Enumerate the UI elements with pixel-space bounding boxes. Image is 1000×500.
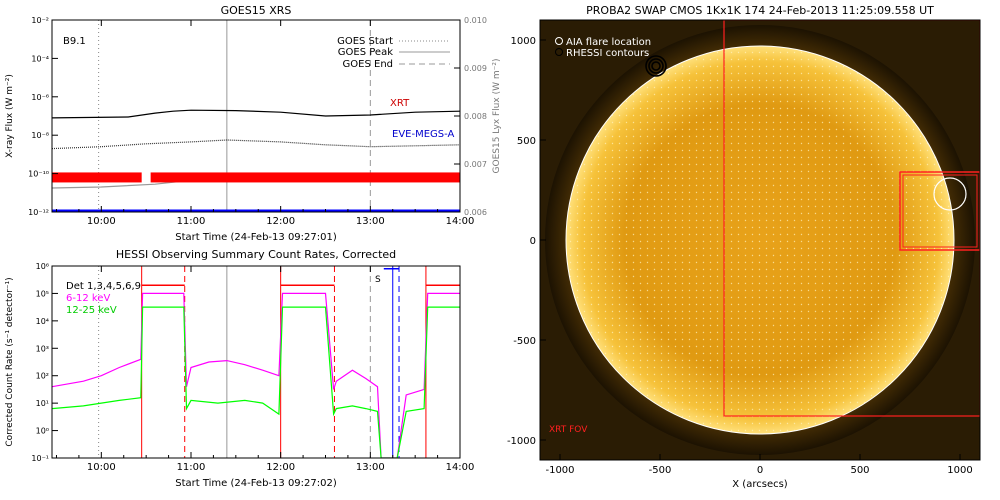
- goes-annotation: B9.1: [63, 36, 86, 47]
- hessi-title: HESSI Observing Summary Count Rates, Cor…: [116, 248, 396, 261]
- hessi-xtick-label: 14:00: [446, 462, 475, 473]
- hessi-legend: Det 1,3,4,5,6,9 6-12 keV 12-25 keV: [66, 281, 141, 316]
- goes-xlabel: Start Time (24-Feb-13 09:27:01): [175, 232, 337, 243]
- goes-band-segment: [150, 172, 460, 183]
- goes-ytick-label: 10⁻¹²: [28, 208, 49, 217]
- goes-xtick-label: 10:00: [87, 216, 116, 227]
- swap-xtick-label: 0: [757, 465, 763, 476]
- hessi-xtick-label: 13:00: [356, 462, 385, 473]
- swap-panel: PROBA2 SWAP CMOS 1Kx1K 174 24-Feb-2013 1…: [507, 4, 981, 490]
- hessi-legend-det: Det 1,3,4,5,6,9: [66, 281, 141, 292]
- goes-y2tick-label: 0.009: [464, 64, 487, 73]
- hessi-plot-area: [52, 266, 460, 458]
- goes-legend-end: GOES End: [343, 59, 393, 70]
- swap-title: PROBA2 SWAP CMOS 1Kx1K 174 24-Feb-2013 1…: [586, 4, 934, 17]
- goes-y2tick-label: 0.007: [464, 160, 487, 169]
- goes-legend: GOES Start GOES Peak GOES End: [337, 36, 450, 70]
- hessi-panel: HESSI Observing Summary Count Rates, Cor…: [5, 248, 474, 489]
- swap-xlabel: X (arcsecs): [732, 479, 788, 490]
- hessi-ytick-label: 10²: [36, 372, 49, 381]
- solar-disk-grid: [566, 46, 954, 434]
- goes-ytick-label: 10⁻⁶: [31, 93, 49, 102]
- goes-xtick-label: 14:00: [446, 216, 475, 227]
- goes-ytick-label: 10⁻²: [31, 16, 49, 25]
- swap-image: [540, 20, 980, 460]
- zoom-box-outer: [899, 171, 980, 251]
- swap-ytick-label: -1000: [507, 436, 536, 447]
- swap-axes: -1000 -500 0 500 1000 1000 500 0 -500 -1000: [507, 36, 973, 476]
- goes-ylabel: X-ray Flux (W m⁻²): [5, 74, 15, 158]
- swap-ytick-label: 1000: [511, 36, 536, 47]
- swap-overlays: [645, 20, 980, 417]
- goes-series-label-xrt: XRT: [390, 98, 410, 109]
- hessi-ylabel: Corrected Count Rate (s⁻¹ detector⁻¹): [5, 277, 15, 446]
- goes-series-line: [52, 109, 460, 119]
- goes-xtick-label: 13:00: [356, 216, 385, 227]
- goes-ylabel-right: GOES15 Lyx Flux (W m⁻²): [492, 59, 502, 174]
- hessi-xtick-label: 10:00: [87, 462, 116, 473]
- zoom-box-inner: [902, 174, 978, 248]
- rhessi-contour: [651, 61, 661, 71]
- goes-legend-start: GOES Start: [337, 36, 393, 47]
- goes-series-line: [52, 139, 460, 150]
- hessi-ytick-label: 10¹: [36, 399, 49, 408]
- goes-y2tick-label: 0.010: [464, 16, 487, 25]
- hessi-frame: [51, 265, 461, 459]
- hessi-axes: 10:00 11:00 12:00 13:00 14:00 10⁶ 10⁵ 10⁴ 10³ 10²…: [31, 262, 474, 473]
- hessi-s-label: S: [375, 275, 381, 285]
- hessi-xtick-label: 12:00: [266, 462, 295, 473]
- hessi-ytick-label: 10⁵: [36, 289, 49, 298]
- rhessi-contour: [648, 58, 664, 74]
- swap-xrt-fov-label: XRT FOV: [549, 425, 588, 435]
- swap-xtick-label: -500: [649, 465, 672, 476]
- goes-plot-area: [52, 20, 460, 212]
- solar-limb: [565, 45, 955, 435]
- hessi-legend-high: 12-25 keV: [66, 305, 117, 316]
- hessi-xtick-label: 11:00: [177, 462, 206, 473]
- hessi-xlabel: Start Time (24-Feb-13 09:27:02): [175, 478, 337, 489]
- swap-ytick-label: -500: [513, 336, 536, 347]
- goes-axes: 10:00 11:00 12:00 13:00 14:00 10⁻² 10⁻⁴ 10⁻⁶ 10⁻…: [28, 16, 487, 227]
- goes-ytick-label: 10⁻⁸: [31, 131, 49, 140]
- goes-series-label-eve: EVE-MEGS-A: [392, 129, 455, 140]
- swap-legend-aia: AIA flare location: [566, 37, 651, 48]
- hessi-ytick-label: 10⁴: [36, 317, 49, 326]
- goes-ytick-label: 10⁻⁴: [31, 54, 49, 63]
- hessi-ytick-label: 10⁶: [36, 262, 49, 271]
- goes-y2tick-label: 0.008: [464, 112, 487, 121]
- swap-ytick-label: 0: [530, 236, 536, 247]
- hessi-series-line: [52, 306, 460, 458]
- goes-band-segment: [52, 172, 142, 183]
- hessi-ytick-label: 10³: [36, 344, 49, 353]
- goes-legend-peak: GOES Peak: [338, 47, 393, 58]
- hessi-ytick-label: 10⁻¹: [31, 454, 49, 463]
- swap-legend-aia-icon: [555, 37, 563, 45]
- goes-ytick-label: 10⁻¹⁰: [28, 170, 49, 179]
- xrt-fov-box: [723, 20, 980, 417]
- hessi-legend-low: 6-12 keV: [66, 293, 110, 304]
- aia-flare-circle: [933, 177, 967, 211]
- goes-xtick-label: 12:00: [266, 216, 295, 227]
- goes-panel: GOES15 XRS 10:00 11:00 12:00 13:00 14:00 10⁻²…: [5, 4, 502, 243]
- swap-ytick-label: 500: [517, 136, 536, 147]
- swap-legend: AIA flare location RHESSI contours: [555, 37, 651, 59]
- swap-legend-rhessi: RHESSI contours: [566, 48, 649, 59]
- goes-frame: [51, 19, 461, 213]
- rhessi-contour: [645, 55, 667, 77]
- swap-legend-rhessi-icon: [555, 48, 563, 56]
- goes-y2tick-label: 0.006: [464, 208, 487, 217]
- goes-title: GOES15 XRS: [221, 4, 292, 17]
- hessi-ytick-label: 10⁰: [36, 427, 49, 436]
- swap-xtick-label: 1000: [947, 465, 972, 476]
- swap-xtick-label: -1000: [545, 465, 574, 476]
- goes-xtick-label: 11:00: [177, 216, 206, 227]
- swap-xtick-label: 500: [850, 465, 869, 476]
